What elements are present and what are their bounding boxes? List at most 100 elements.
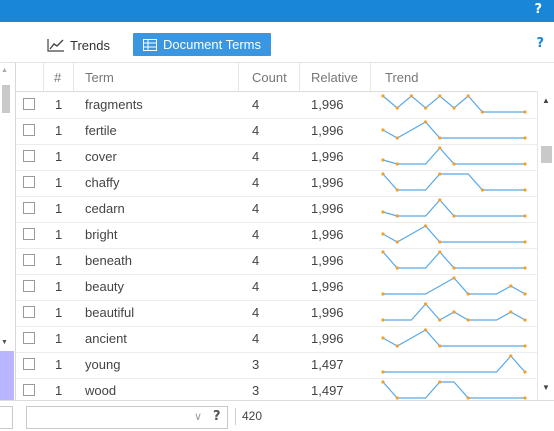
- row-checkbox[interactable]: [23, 150, 35, 162]
- trend-point: [395, 240, 399, 244]
- column-header-relative[interactable]: Relative: [311, 70, 358, 85]
- row-checkbox[interactable]: [23, 176, 35, 188]
- trend-point: [409, 94, 413, 98]
- trend-point: [438, 380, 442, 384]
- table-row[interactable]: 1 wood 3 1,497: [16, 378, 537, 400]
- table-row[interactable]: 1 beautiful 4 1,996: [16, 300, 537, 327]
- tab-document-terms[interactable]: Document Terms: [133, 33, 272, 56]
- relative-cell: 1,996: [311, 227, 344, 242]
- trend-point: [395, 162, 399, 166]
- count-cell: 3: [252, 357, 260, 372]
- trend-sparkline: [381, 354, 527, 374]
- row-checkbox[interactable]: [23, 254, 35, 266]
- trend-point: [438, 250, 442, 254]
- trend-point: [509, 310, 513, 314]
- trend-point: [523, 318, 527, 322]
- table-scrollbar[interactable]: ▲ ▼: [537, 91, 554, 400]
- term-cell: beneath: [85, 253, 132, 268]
- term-cell: fertile: [85, 123, 117, 138]
- count-cell: 4: [252, 331, 260, 346]
- count-cell: 4: [252, 201, 260, 216]
- row-checkbox[interactable]: [23, 332, 35, 344]
- row-checkbox[interactable]: [23, 358, 35, 370]
- trend-point: [438, 146, 442, 150]
- trend-sparkline: [381, 250, 527, 270]
- trend-point: [395, 214, 399, 218]
- trend-point: [509, 354, 513, 358]
- tab-trends-label: Trends: [70, 37, 110, 53]
- table-row[interactable]: 1 fertile 4 1,996: [16, 118, 537, 145]
- toolbar-help-button[interactable]: ?: [536, 36, 544, 51]
- table-row[interactable]: 1 bright 4 1,996: [16, 222, 537, 249]
- left-footer-box[interactable]: [0, 406, 13, 429]
- row-number: 1: [55, 331, 63, 346]
- trend-point: [452, 162, 456, 166]
- row-checkbox[interactable]: [23, 228, 35, 240]
- table-row[interactable]: 1 beneath 4 1,996: [16, 248, 537, 275]
- count-cell: 4: [252, 227, 260, 242]
- column-header-count[interactable]: Count: [252, 70, 287, 85]
- trend-point: [438, 344, 442, 348]
- column-header-number[interactable]: #: [54, 70, 62, 85]
- filter-combobox[interactable]: ∨ ?: [26, 406, 228, 429]
- scroll-down-arrow-icon[interactable]: ▼: [1, 339, 8, 346]
- trend-point: [523, 240, 527, 244]
- count-cell: 4: [252, 97, 260, 112]
- row-checkbox[interactable]: [23, 124, 35, 136]
- left-panel-selection: [0, 351, 14, 400]
- column-header-trend[interactable]: Trend: [385, 70, 419, 85]
- trend-line: [382, 251, 525, 269]
- trend-point: [523, 110, 527, 114]
- relative-cell: 1,497: [311, 357, 344, 372]
- trend-line: [382, 329, 525, 347]
- row-checkbox[interactable]: [23, 306, 35, 318]
- trend-sparkline: [381, 302, 527, 322]
- trend-point: [452, 276, 456, 280]
- table-row[interactable]: 1 chaffy 4 1,996: [16, 170, 537, 197]
- tab-document-terms-label: Document Terms: [163, 37, 262, 52]
- trend-point: [424, 328, 428, 332]
- chevron-down-icon[interactable]: ∨: [194, 411, 203, 423]
- trend-point: [509, 284, 513, 288]
- row-checkbox[interactable]: [23, 98, 35, 110]
- trend-line: [382, 225, 525, 243]
- scroll-thumb[interactable]: [541, 146, 552, 163]
- table-row[interactable]: 1 beauty 4 1,996: [16, 274, 537, 301]
- term-cell: beautiful: [85, 305, 135, 320]
- trend-sparkline: [381, 94, 527, 114]
- row-number: 1: [55, 279, 63, 294]
- total-terms-count: 420: [242, 409, 263, 423]
- relative-cell: 1,996: [311, 175, 344, 190]
- trend-point: [452, 106, 456, 110]
- table-row[interactable]: 1 cedarn 4 1,996: [16, 196, 537, 223]
- scroll-down-arrow-icon[interactable]: ▼: [542, 383, 550, 392]
- row-checkbox[interactable]: [23, 384, 35, 396]
- header-help-button[interactable]: ?: [534, 2, 542, 17]
- scroll-up-arrow-icon[interactable]: ▲: [542, 96, 550, 105]
- table-row[interactable]: 1 cover 4 1,996: [16, 144, 537, 171]
- term-cell: chaffy: [85, 175, 120, 190]
- trend-point: [523, 162, 527, 166]
- relative-cell: 1,996: [311, 305, 344, 320]
- tab-trends[interactable]: Trends: [47, 35, 110, 55]
- left-panel-scrollbar[interactable]: ▲ ▼: [0, 63, 16, 400]
- term-cell: bright: [85, 227, 118, 242]
- column-header-term[interactable]: Term: [85, 70, 114, 85]
- scroll-up-arrow-icon[interactable]: ▲: [1, 67, 8, 74]
- relative-cell: 1,996: [311, 331, 344, 346]
- trend-line: [383, 277, 526, 295]
- row-number: 1: [55, 149, 63, 164]
- footer-help-button[interactable]: ?: [213, 409, 221, 424]
- trend-sparkline: [381, 146, 527, 166]
- trend-point: [424, 106, 428, 110]
- trend-point: [381, 318, 385, 322]
- table-row[interactable]: 1 ancient 4 1,996: [16, 326, 537, 353]
- scroll-thumb[interactable]: [2, 85, 10, 113]
- table-icon: [143, 38, 157, 51]
- row-checkbox[interactable]: [23, 202, 35, 214]
- row-checkbox[interactable]: [23, 280, 35, 292]
- table-row[interactable]: 1 fragments 4 1,996: [16, 92, 537, 119]
- trend-point: [452, 214, 456, 218]
- table-row[interactable]: 1 young 3 1,497: [16, 352, 537, 379]
- trend-line: [382, 199, 525, 217]
